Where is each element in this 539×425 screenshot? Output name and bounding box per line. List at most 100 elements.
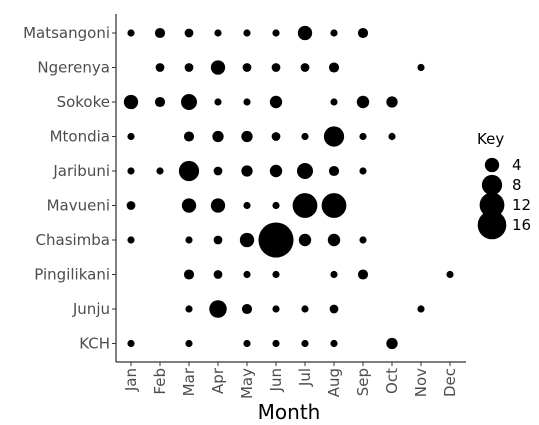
- bubble-chasimba-may: [239, 232, 255, 248]
- bubble-chasimba-jan: [127, 236, 135, 244]
- x-tick-label-jun: Jun: [267, 368, 285, 392]
- bubble-chasimba-jun: [258, 222, 294, 258]
- bubble-pingilikani-may: [243, 270, 251, 279]
- bubble-pingilikani-apr: [213, 270, 223, 279]
- bubble-ngerenya-jul: [300, 63, 310, 72]
- y-tick-label-sokoke: Sokoke: [57, 93, 110, 111]
- x-tick-label-jan: Jan: [122, 368, 140, 392]
- bubble-mtondia-may: [241, 130, 253, 143]
- bubble-jaribuni-apr: [213, 166, 223, 176]
- bubble-kch-jan: [127, 339, 135, 348]
- bubble-sokoke-sep: [356, 95, 370, 109]
- bubble-matsangoni-apr: [214, 29, 222, 37]
- bubble-chasimba-sep: [359, 236, 367, 244]
- y-tick-label-junju: Junju: [72, 300, 110, 318]
- bubble-matsangoni-aug: [330, 29, 338, 37]
- legend-label-8: 8: [512, 176, 522, 194]
- bubble-mavueni-jul: [292, 193, 318, 218]
- bubble-mtondia-aug: [323, 126, 345, 147]
- bubble-ngerenya-aug: [328, 62, 340, 73]
- x-axis: Jan Feb Mar Apr May Jun Jul Aug Sep Oct Nov Dec: [116, 361, 466, 399]
- bubble-matsangoni-jul: [297, 25, 313, 41]
- bubble-mtondia-apr: [212, 130, 224, 143]
- bubble-jaribuni-jan: [127, 167, 135, 175]
- bubble-ngerenya-nov: [417, 63, 425, 72]
- bubble-matsangoni-may: [243, 29, 251, 37]
- bubble-jaribuni-aug: [328, 165, 340, 177]
- bubble-sokoke-feb: [154, 96, 166, 108]
- bubble-junju-apr: [209, 300, 227, 318]
- x-tick-label-sep: Sep: [354, 368, 372, 396]
- bubble-jaribuni-jun: [269, 164, 283, 178]
- x-tick-label-apr: Apr: [209, 367, 227, 394]
- x-tick-label-nov: Nov: [412, 368, 430, 397]
- bubble-mavueni-aug: [321, 193, 347, 218]
- bubble-junju-jul: [301, 305, 309, 313]
- bubble-matsangoni-jun: [272, 29, 280, 37]
- bubble-mtondia-oct: [388, 132, 396, 141]
- legend-title: Key: [477, 130, 504, 148]
- bubble-chasimba-mar: [185, 236, 193, 244]
- x-tick-label-jul: Jul: [296, 368, 314, 387]
- bubble-ngerenya-apr: [210, 60, 226, 75]
- bubble-matsangoni-jan: [127, 29, 135, 37]
- bubble-sokoke-mar: [181, 94, 197, 110]
- bubble-matsangoni-sep: [357, 27, 369, 39]
- y-tick-label-chasimba: Chasimba: [36, 231, 110, 249]
- legend-bubble-16: [477, 210, 507, 240]
- bubble-mtondia-sep: [359, 132, 367, 141]
- bubble-pingilikani-sep: [357, 269, 369, 280]
- bubble-junju-jun: [272, 305, 280, 313]
- x-tick-label-may: May: [238, 368, 256, 399]
- bubble-kch-aug: [330, 339, 338, 348]
- y-tick-label-jaribuni: Jaribuni: [52, 162, 110, 180]
- bubble-pingilikani-mar: [183, 269, 195, 280]
- legend-label-12: 12: [512, 196, 531, 214]
- bubble-mtondia-jan: [127, 132, 135, 141]
- bubble-matsangoni-feb: [154, 27, 166, 39]
- x-tick-label-aug: Aug: [325, 368, 343, 397]
- bubble-mtondia-mar: [183, 131, 195, 142]
- bubble-junju-mar: [185, 305, 193, 313]
- legend: Key 4 8 12 16: [477, 130, 531, 240]
- bubble-ngerenya-mar: [184, 63, 194, 72]
- plot-area: [123, 25, 454, 350]
- bubble-kch-jun: [272, 339, 280, 348]
- bubble-matsangoni-mar: [184, 28, 194, 38]
- bubble-chasimba-jul: [298, 233, 312, 247]
- y-tick-label-ngerenya: Ngerenya: [37, 59, 110, 77]
- y-axis: Matsangoni Ngerenya Sokoke Mtondia Jaribuni M…: [23, 14, 117, 362]
- y-tick-label-pingilikani: Pingilikani: [34, 266, 110, 284]
- x-tick-label-oct: Oct: [383, 368, 401, 394]
- y-tick-label-matsangoni: Matsangoni: [23, 24, 110, 42]
- legend-label-16: 16: [512, 216, 531, 234]
- x-tick-label-dec: Dec: [441, 368, 459, 397]
- bubble-pingilikani-dec: [446, 270, 454, 279]
- bubble-mtondia-jun: [271, 132, 281, 141]
- legend-bubble-4: [484, 157, 500, 173]
- bubble-kch-jul: [301, 339, 309, 348]
- x-tick-label-feb: Feb: [151, 368, 169, 395]
- x-tick-label-mar: Mar: [180, 367, 198, 396]
- legend-bubble-8: [481, 174, 503, 196]
- bubble-jaribuni-mar: [178, 160, 200, 182]
- bubble-kch-mar: [185, 339, 193, 348]
- bubble-pingilikani-jun: [272, 270, 280, 279]
- bubble-mavueni-may: [243, 201, 251, 210]
- bubble-junju-may: [241, 303, 253, 315]
- x-axis-title: Month: [258, 400, 321, 424]
- y-tick-label-mavueni: Mavueni: [47, 197, 110, 215]
- bubble-kch-oct: [386, 337, 398, 350]
- bubble-mtondia-jul: [301, 132, 309, 141]
- bubble-chasimba-aug: [327, 233, 341, 247]
- bubble-ngerenya-feb: [155, 63, 165, 72]
- bubble-junju-aug: [329, 304, 339, 314]
- bubble-jaribuni-may: [241, 165, 253, 177]
- bubble-sokoke-apr: [214, 98, 222, 106]
- bubble-junju-nov: [417, 305, 425, 313]
- y-tick-label-kch: KCH: [79, 335, 110, 353]
- bubble-pingilikani-aug: [330, 270, 338, 279]
- bubble-sokoke-jun: [269, 95, 283, 109]
- bubble-chasimba-apr: [213, 235, 223, 245]
